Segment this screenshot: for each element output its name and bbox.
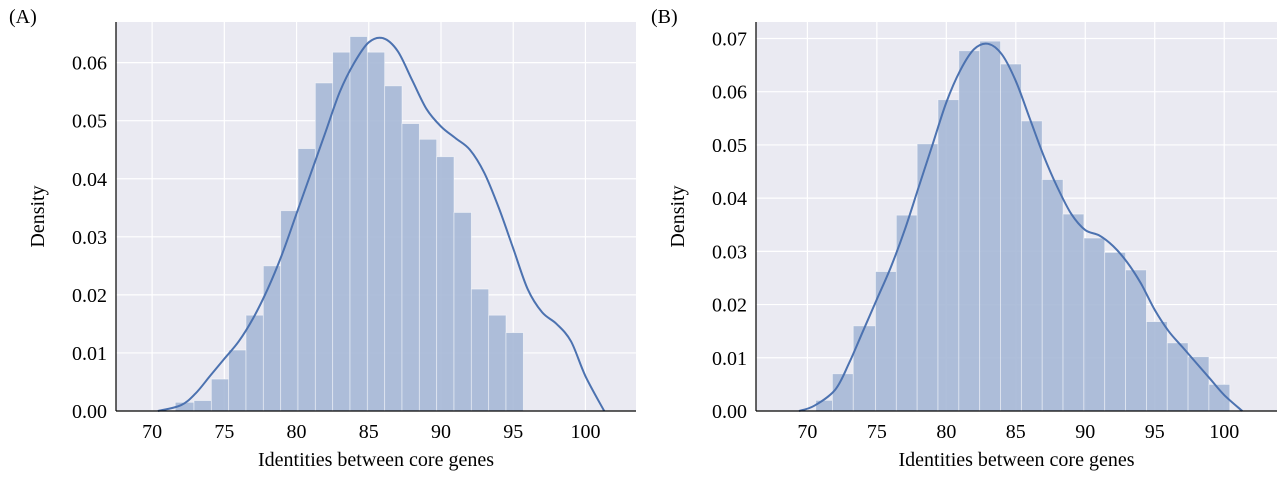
histogram-chart-a: 70 75 80 85 90 95 100 0.00 0.01 0.02 0.03 0.04 0.05 0… xyxy=(27,22,636,471)
histogram-bar xyxy=(245,314,264,412)
y-tick-label: 0.04 xyxy=(72,169,107,191)
histogram-bar xyxy=(852,325,876,412)
kde-curve xyxy=(798,42,1243,412)
histogram-bar xyxy=(937,99,960,412)
y-tick-label: 0.02 xyxy=(72,285,107,307)
panel-label: (A) xyxy=(9,6,37,28)
y-tick-label: 0.00 xyxy=(712,401,747,423)
histogram-bar xyxy=(210,378,230,412)
y-tick-label: 0.06 xyxy=(72,53,107,75)
y-axis-label: Density xyxy=(667,185,689,247)
histogram-bar xyxy=(193,400,212,412)
x-tick-label: 95 xyxy=(1145,421,1165,443)
y-tick-label: 0.05 xyxy=(712,135,747,157)
y-tick-label: 0.06 xyxy=(712,82,747,104)
histogram-chart-b: 70 75 80 85 90 95 100 0.00 0.01 0.02 0.03 0.04 0.05 0… xyxy=(667,22,1277,471)
histogram-bar xyxy=(505,332,524,412)
y-tick-label: 0.01 xyxy=(712,348,747,370)
x-tick-label: 85 xyxy=(1006,421,1026,443)
histogram-bar xyxy=(1146,321,1168,412)
y-tick-label: 0.05 xyxy=(72,111,107,133)
y-tick-label: 0.03 xyxy=(712,241,747,263)
histogram-bar xyxy=(470,288,490,412)
histogram-bar xyxy=(262,265,282,412)
x-tick-label: 85 xyxy=(359,421,379,443)
histogram-bar xyxy=(280,210,299,412)
histogram-bar xyxy=(1062,213,1085,412)
histogram-bar xyxy=(1125,269,1147,412)
x-tick-label: 70 xyxy=(142,421,162,443)
y-tick-label: 0.03 xyxy=(72,227,107,249)
histogram-bar xyxy=(1041,179,1064,412)
x-tick-label: 95 xyxy=(503,421,523,443)
x-tick-label: 80 xyxy=(287,421,307,443)
histogram-bar xyxy=(314,82,334,412)
histogram-bar xyxy=(979,40,1001,412)
histogram-bar xyxy=(436,156,455,412)
histogram-bar xyxy=(815,399,833,412)
histogram-bar xyxy=(832,373,854,412)
histogram-bar xyxy=(366,51,386,412)
panel-a: (A) 70 75 80 85 90 95 100 0.00 0.01 0.02 0.03 0.04 0… xyxy=(0,0,640,476)
y-tick-label: 0.02 xyxy=(712,295,747,317)
x-tick-label: 100 xyxy=(1209,421,1239,443)
histogram-bar xyxy=(875,271,897,412)
panel-label: (B) xyxy=(651,6,678,28)
histogram-bar xyxy=(1166,342,1189,412)
x-tick-label: 80 xyxy=(936,421,956,443)
x-axis-label: Identities between core genes xyxy=(898,449,1134,471)
x-tick-label: 100 xyxy=(570,421,600,443)
histogram-bar xyxy=(349,36,368,412)
histogram-bar xyxy=(1083,237,1106,412)
y-tick-label: 0.07 xyxy=(712,28,747,50)
x-tick-label: 70 xyxy=(797,421,817,443)
histogram-bar xyxy=(418,138,438,412)
x-tick-label: 75 xyxy=(867,421,887,443)
histogram-bar xyxy=(228,349,247,412)
x-tick-label: 90 xyxy=(431,421,451,443)
histogram-bar xyxy=(958,50,981,412)
kde-curve xyxy=(157,36,606,412)
y-tick-label: 0.00 xyxy=(72,401,107,423)
histogram-bar xyxy=(488,314,507,412)
y-tick-label: 0.01 xyxy=(72,343,107,365)
histogram-bar xyxy=(1020,120,1043,412)
panel-b: (B) 70 75 80 85 90 95 100 0.00 0.01 0.02 0.03 0.04 0… xyxy=(640,0,1281,476)
histogram-bar xyxy=(1000,63,1022,412)
y-axis-label: Density xyxy=(27,185,49,247)
histogram-bar xyxy=(453,212,472,412)
x-tick-label: 75 xyxy=(214,421,234,443)
y-tick-label: 0.04 xyxy=(712,188,747,210)
histogram-bar xyxy=(1104,252,1126,412)
histogram-bar xyxy=(401,123,420,412)
x-tick-label: 90 xyxy=(1075,421,1095,443)
x-axis-label: Identities between core genes xyxy=(258,449,494,471)
histogram-bar xyxy=(384,85,403,412)
